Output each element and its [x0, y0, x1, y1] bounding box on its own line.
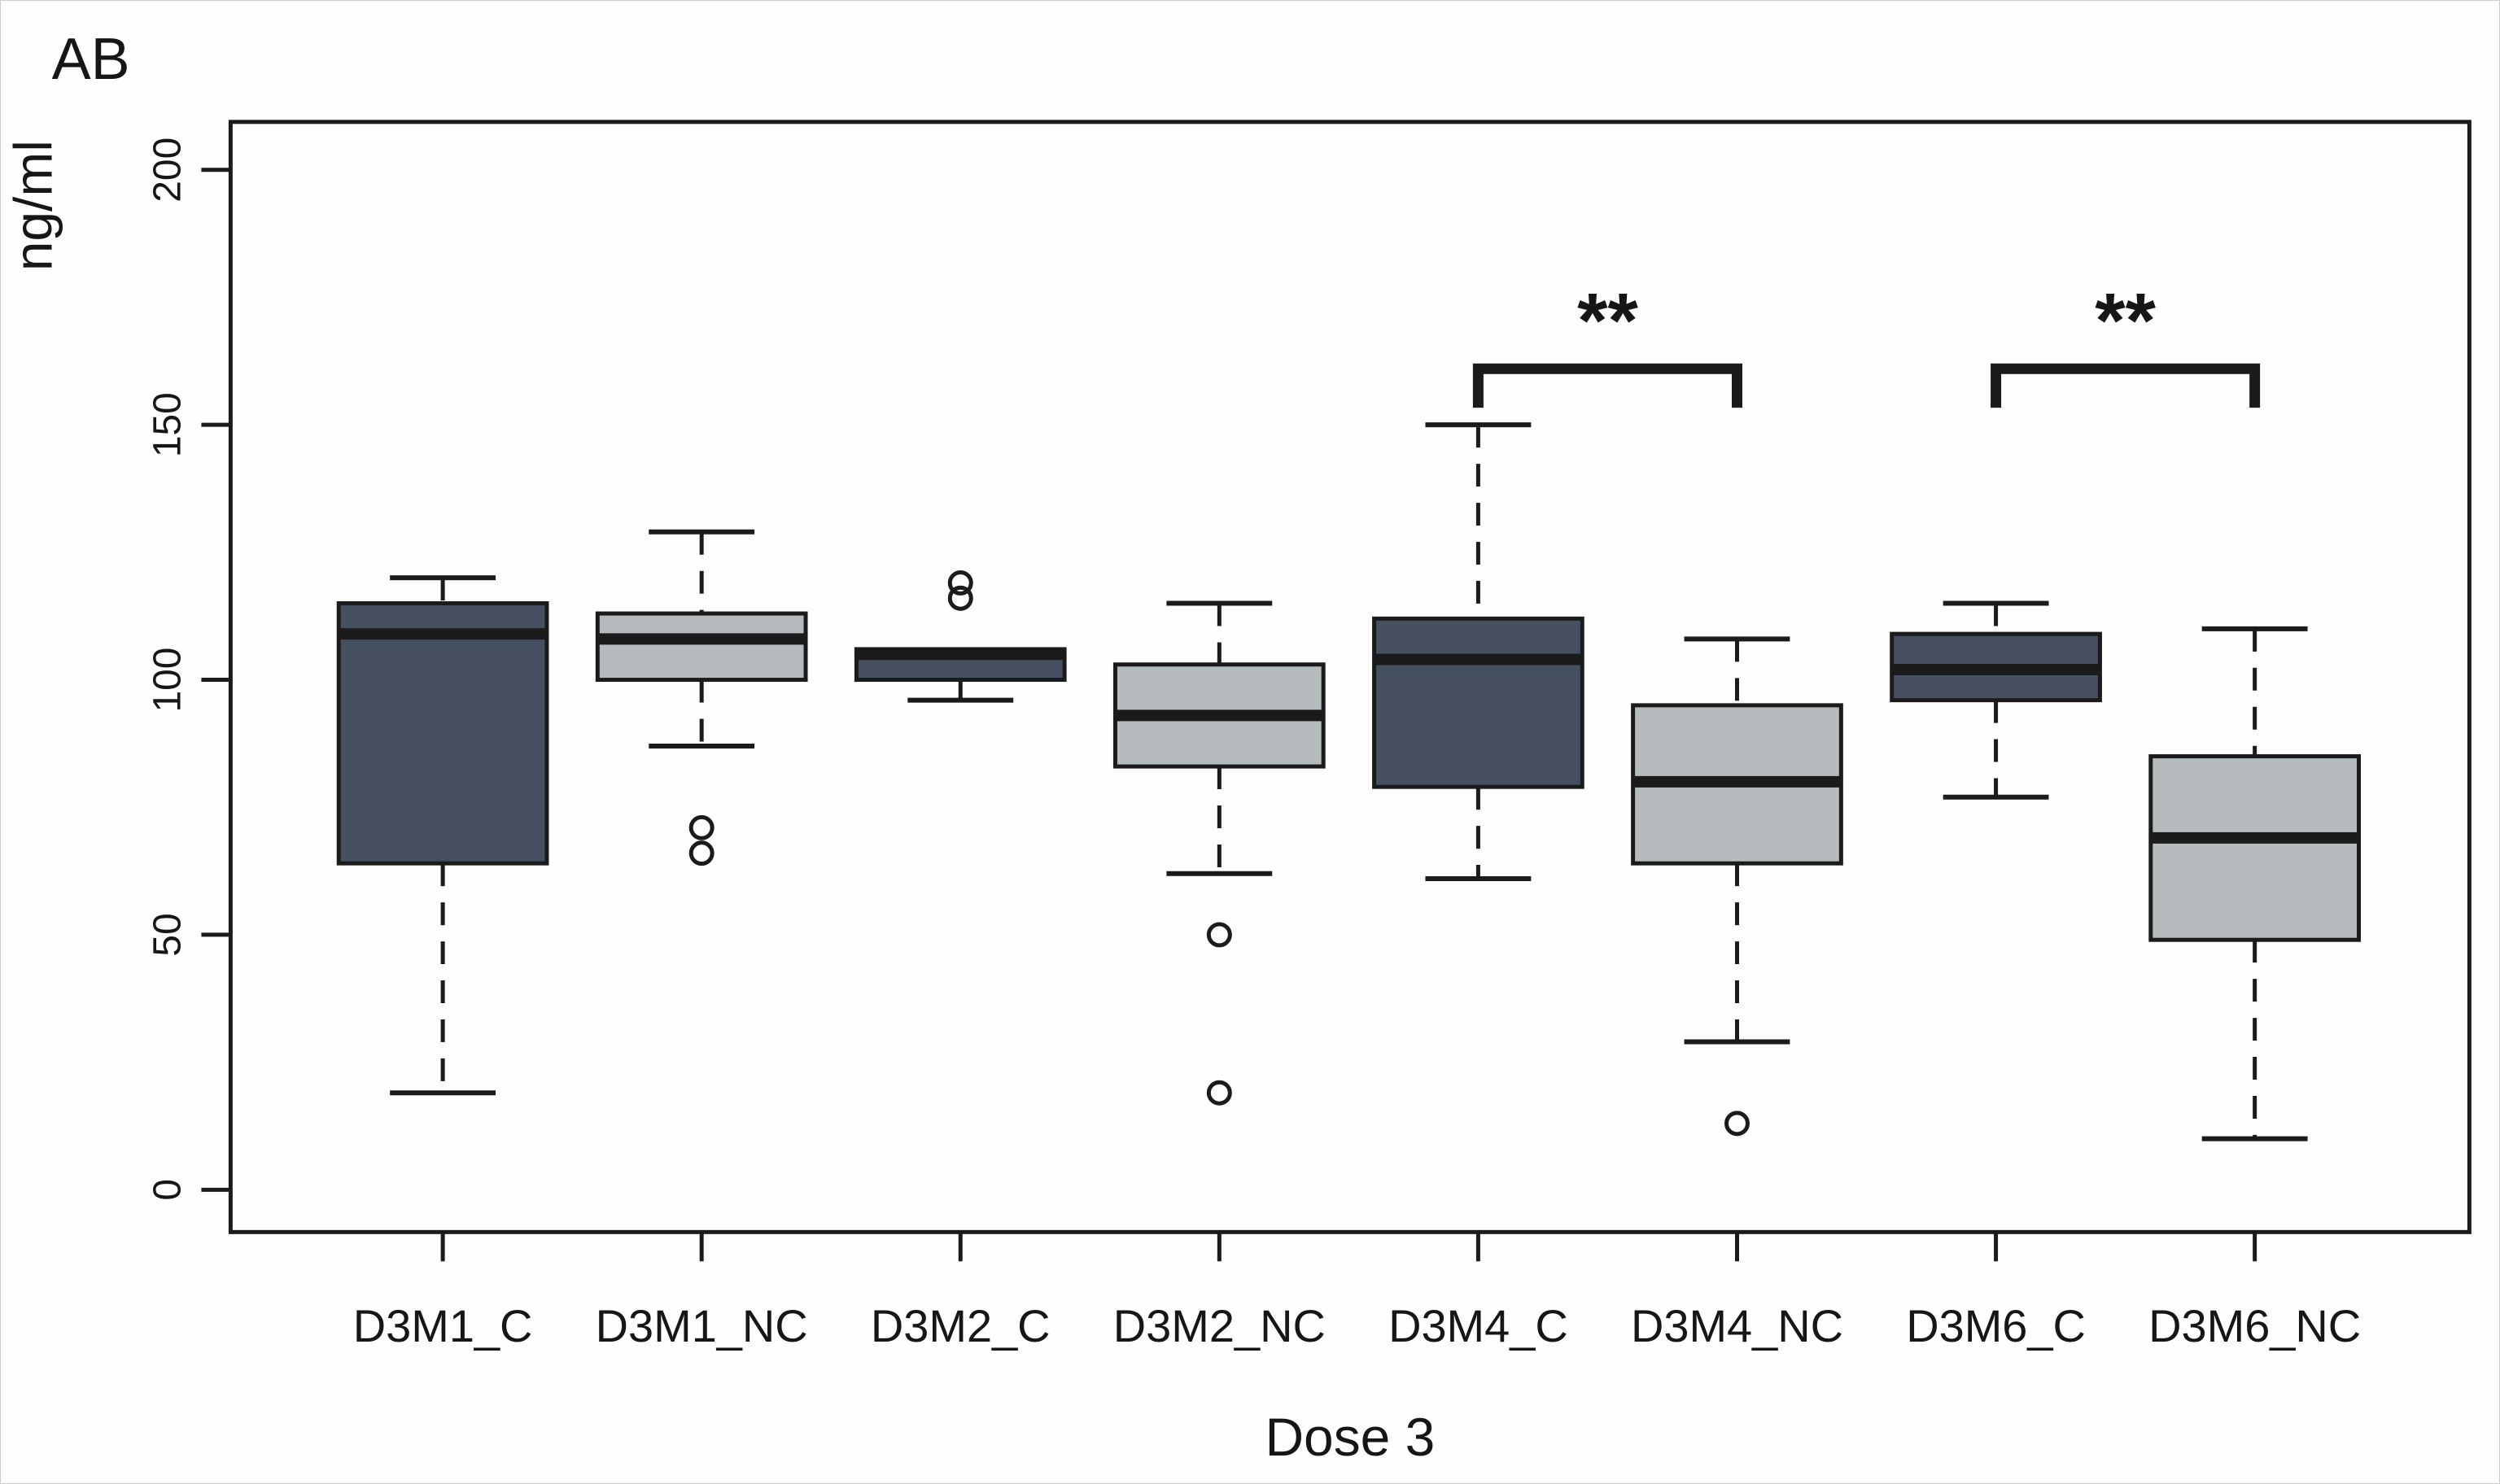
- outlier-point: [1206, 922, 1232, 948]
- x-category-label: D3M2_C: [871, 1300, 1051, 1351]
- outlier-point: [688, 840, 715, 866]
- bracket-line: [1991, 363, 2261, 408]
- x-category-label: D3M6_NC: [2148, 1300, 2361, 1351]
- y-tick-label: 100: [146, 648, 189, 713]
- significance-stars: **: [1577, 277, 1638, 364]
- boxplot-D3M4_NC: [1631, 636, 1843, 1137]
- boxplot-D3M2_C: [854, 570, 1067, 703]
- significance-bracket-D3M4_C-D3M4_NC: **: [1472, 277, 1742, 408]
- boxes-layer: [336, 422, 2362, 1141]
- x-category-label: D3M1_C: [353, 1300, 533, 1351]
- iqr-box: [1372, 616, 1584, 789]
- x-category-label: D3M1_NC: [596, 1300, 808, 1351]
- plot-frame: [228, 120, 2472, 1234]
- outlier-point: [1206, 1080, 1232, 1106]
- axes-layer: 0 50 100 150 200 D3M1_C D3M1_NC D3M2_C D3M2_NC D3…: [146, 137, 2361, 1351]
- boxplot-D3M2_NC: [1112, 600, 1326, 1106]
- boxplot-D3M1_NC: [595, 529, 808, 866]
- bracket-line: [1472, 363, 1742, 408]
- significance-bracket-D3M6_C-D3M6_NC: **: [1991, 277, 2261, 408]
- outlier-point: [1724, 1111, 1750, 1137]
- iqr-box: [595, 611, 808, 683]
- outlier-point: [947, 570, 973, 596]
- figure-title: AB: [52, 27, 130, 92]
- x-category-label: D3M4_C: [1388, 1300, 1568, 1351]
- boxplot-D3M6_NC: [2148, 626, 2362, 1141]
- boxplot-D3M6_C: [1890, 600, 2102, 800]
- x-axis-title: Dose 3: [1265, 1407, 1435, 1467]
- y-tick-label: 0: [146, 1179, 189, 1201]
- y-tick-label: 50: [146, 913, 189, 956]
- significance-layer: ** **: [1472, 277, 2261, 408]
- x-category-label: D3M4_NC: [1631, 1300, 1843, 1351]
- x-category-label: D3M6_C: [1906, 1300, 2086, 1351]
- outlier-point: [947, 585, 973, 611]
- boxplot-D3M1_C: [336, 575, 549, 1096]
- iqr-box: [2148, 754, 2362, 942]
- iqr-box: [336, 601, 549, 866]
- y-tick-label: 150: [146, 392, 189, 457]
- x-category-label: D3M2_NC: [1113, 1300, 1326, 1351]
- boxplot-D3M4_C: [1372, 422, 1584, 881]
- significance-stars: **: [2095, 277, 2156, 364]
- y-axis-title: ng/ml: [3, 140, 63, 271]
- y-tick-label: 200: [146, 137, 189, 203]
- outlier-point: [688, 814, 715, 840]
